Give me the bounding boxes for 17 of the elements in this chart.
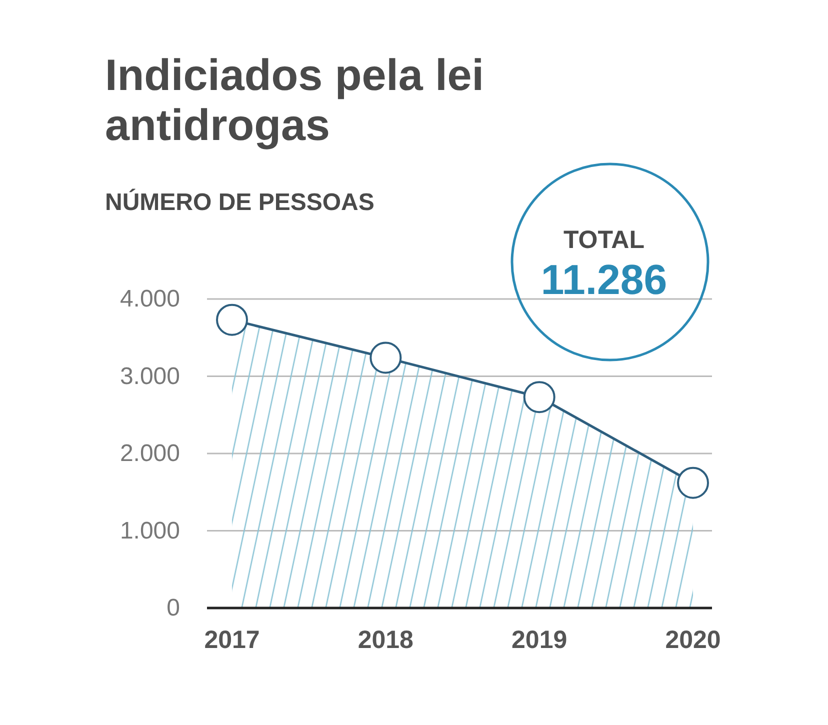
y-tick-label: 2.000 xyxy=(120,440,180,467)
x-tick-label: 2018 xyxy=(358,626,414,654)
x-tick-label: 2019 xyxy=(512,626,568,654)
annotation: 11.286 xyxy=(540,256,668,303)
point xyxy=(216,304,248,336)
point xyxy=(523,381,556,414)
point xyxy=(677,466,709,499)
x-tick-label: 2020 xyxy=(665,626,721,654)
chart-subtitle: NÚMERO DE PESSOAS xyxy=(105,188,374,216)
y-tick-label: 0 xyxy=(166,594,180,622)
x-tick-label: 2017 xyxy=(204,626,260,654)
point xyxy=(370,342,402,374)
text: TOTAL xyxy=(563,226,645,254)
y-tick-label: 3.000 xyxy=(120,362,180,390)
y-tick-label: 1.000 xyxy=(120,517,180,544)
chart-title: Indiciados pela lei antidrogas xyxy=(105,51,484,150)
y-tick-label: 4.000 xyxy=(120,286,180,312)
